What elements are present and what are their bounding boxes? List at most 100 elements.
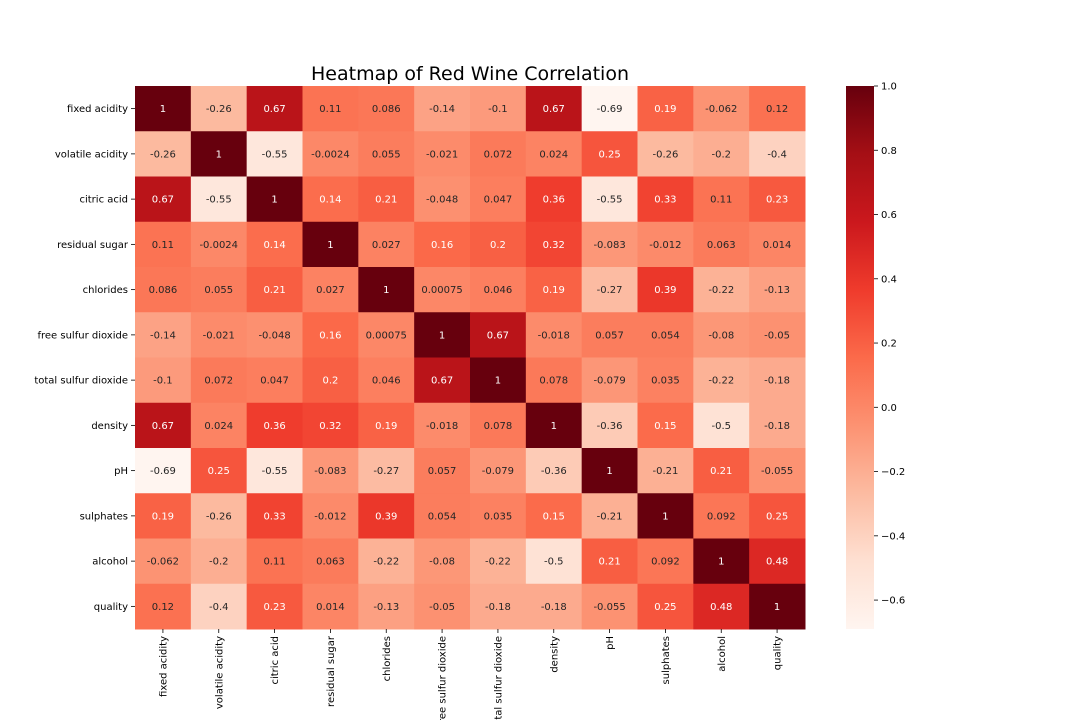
heatmap-cell — [637, 221, 694, 268]
cell-value-label: -0.018 — [426, 421, 458, 432]
cell-value-label: -0.26 — [206, 511, 232, 522]
cell-value-label: 0.12 — [766, 104, 788, 115]
cell-value-label: 0.19 — [543, 285, 565, 296]
heatmap-cell — [135, 493, 192, 539]
cell-value-label: 0.19 — [152, 511, 174, 522]
heatmap-cells: 1 -0.26 0.67 0.11 0.086 -0.14 -0.1 0.67 -0.69 0.1… — [135, 86, 806, 630]
y-tick-label: total sulfur dioxide — [34, 376, 128, 387]
colorbar-gradient — [846, 86, 874, 629]
heatmap-cell — [525, 267, 583, 313]
cell-value-label: -0.012 — [649, 240, 681, 251]
heatmap-cell — [581, 448, 638, 494]
cell-value-label: 1 — [160, 104, 166, 115]
cell-value-label: 0.11 — [263, 557, 285, 568]
heatmap-cell — [135, 131, 192, 177]
colorbar-tick-label: 1.0 — [881, 82, 897, 93]
cell-value-label: -0.4 — [767, 149, 787, 160]
cell-value-label: 0.055 — [372, 149, 401, 160]
cell-value-label: 0.00075 — [366, 330, 407, 341]
cell-value-label: -0.08 — [708, 330, 734, 341]
cell-value-label: -0.55 — [597, 195, 623, 206]
cell-value-label: -0.048 — [426, 195, 458, 206]
colorbar-tick-label: −0.2 — [881, 467, 905, 478]
heatmap-cell — [414, 221, 471, 268]
cell-value-label: -0.5 — [544, 557, 564, 568]
heatmap-cell — [414, 448, 471, 494]
y-tick-label: volatile acidity — [55, 149, 128, 160]
cell-value-label: -0.14 — [150, 330, 176, 341]
heatmap-cell — [637, 357, 694, 404]
colorbar-ticks: 1.0 0.8 0.6 0.4 0.2 0.0 −0.2 −0.4 −0.6 — [874, 82, 905, 607]
cell-value-label: 0.67 — [152, 195, 174, 206]
cell-value-label: 0.16 — [431, 240, 453, 251]
cell-value-label: -0.69 — [150, 466, 176, 477]
y-tick-label: quality — [94, 602, 128, 613]
heatmap-cell — [749, 583, 806, 630]
cell-value-label: -0.021 — [203, 330, 235, 341]
heatmap-cell — [581, 402, 638, 449]
heatmap-cell — [135, 221, 192, 268]
heatmap-cell — [749, 493, 806, 539]
cell-value-label: -0.055 — [761, 466, 793, 477]
heatmap-cell — [358, 357, 415, 404]
cell-value-label: -0.21 — [652, 466, 678, 477]
cell-value-label: 0.67 — [543, 104, 565, 115]
cell-value-label: 0.36 — [543, 195, 565, 206]
heatmap-cell — [246, 312, 303, 358]
heatmap-cell — [358, 583, 415, 630]
x-tick-label: chlorides — [382, 636, 393, 681]
cell-value-label: 0.092 — [651, 557, 680, 568]
x-tick-label: pH — [605, 636, 616, 650]
heatmap-cell — [581, 583, 638, 630]
cell-value-label: -0.062 — [147, 557, 179, 568]
heatmap-cell — [414, 131, 471, 177]
heatmap-cell — [693, 221, 750, 268]
heatmap-cell — [581, 312, 638, 358]
cell-value-label: 0.078 — [539, 376, 568, 387]
y-tick-label: density — [91, 421, 128, 432]
heatmap-cell — [749, 267, 806, 313]
cell-value-label: 0.024 — [204, 421, 233, 432]
cell-value-label: 0.014 — [316, 602, 345, 613]
cell-value-label: 1 — [606, 466, 612, 477]
heatmap-cell — [246, 493, 303, 539]
cell-value-label: 0.2 — [490, 240, 506, 251]
cell-value-label: 0.33 — [263, 511, 285, 522]
heatmap-cell — [135, 86, 192, 132]
cell-value-label: 0.092 — [707, 511, 736, 522]
heatmap-cell — [637, 538, 694, 585]
heatmap-cell — [358, 176, 415, 223]
heatmap-cell — [470, 538, 527, 585]
cell-value-label: 0.67 — [263, 104, 285, 115]
heatmap-cell — [581, 131, 638, 177]
cell-value-label: 0.057 — [595, 330, 624, 341]
cell-value-label: -0.36 — [597, 421, 623, 432]
heatmap-cell — [693, 267, 750, 313]
heatmap-cell — [414, 357, 471, 404]
cell-value-label: 0.11 — [319, 104, 341, 115]
cell-value-label: 0.15 — [654, 421, 676, 432]
heatmap-cell — [414, 493, 471, 539]
cell-value-label: 0.25 — [208, 466, 230, 477]
heatmap-cell — [246, 448, 303, 494]
heatmap-cell — [749, 131, 806, 177]
heatmap-cell — [470, 312, 527, 358]
heatmap-cell — [693, 357, 750, 404]
x-tick-label: sulphates — [661, 636, 672, 684]
heatmap-cell — [135, 448, 192, 494]
heatmap-cell — [749, 448, 806, 494]
cell-value-label: -0.13 — [373, 602, 399, 613]
y-tick-label: chlorides — [83, 285, 128, 296]
cell-value-label: 0.027 — [316, 285, 345, 296]
heatmap-cell — [525, 448, 583, 494]
cell-value-label: 0.072 — [484, 149, 513, 160]
heatmap-cell — [637, 86, 694, 132]
heatmap-cell — [190, 267, 248, 313]
cell-value-label: 1 — [383, 285, 389, 296]
y-tick-label: free sulfur dioxide — [37, 330, 128, 341]
cell-value-label: -0.062 — [705, 104, 737, 115]
heatmap-cell — [525, 131, 583, 177]
heatmap-cell — [358, 267, 415, 313]
x-tick-label: residual sugar — [326, 635, 337, 707]
cell-value-label: 0.67 — [152, 421, 174, 432]
